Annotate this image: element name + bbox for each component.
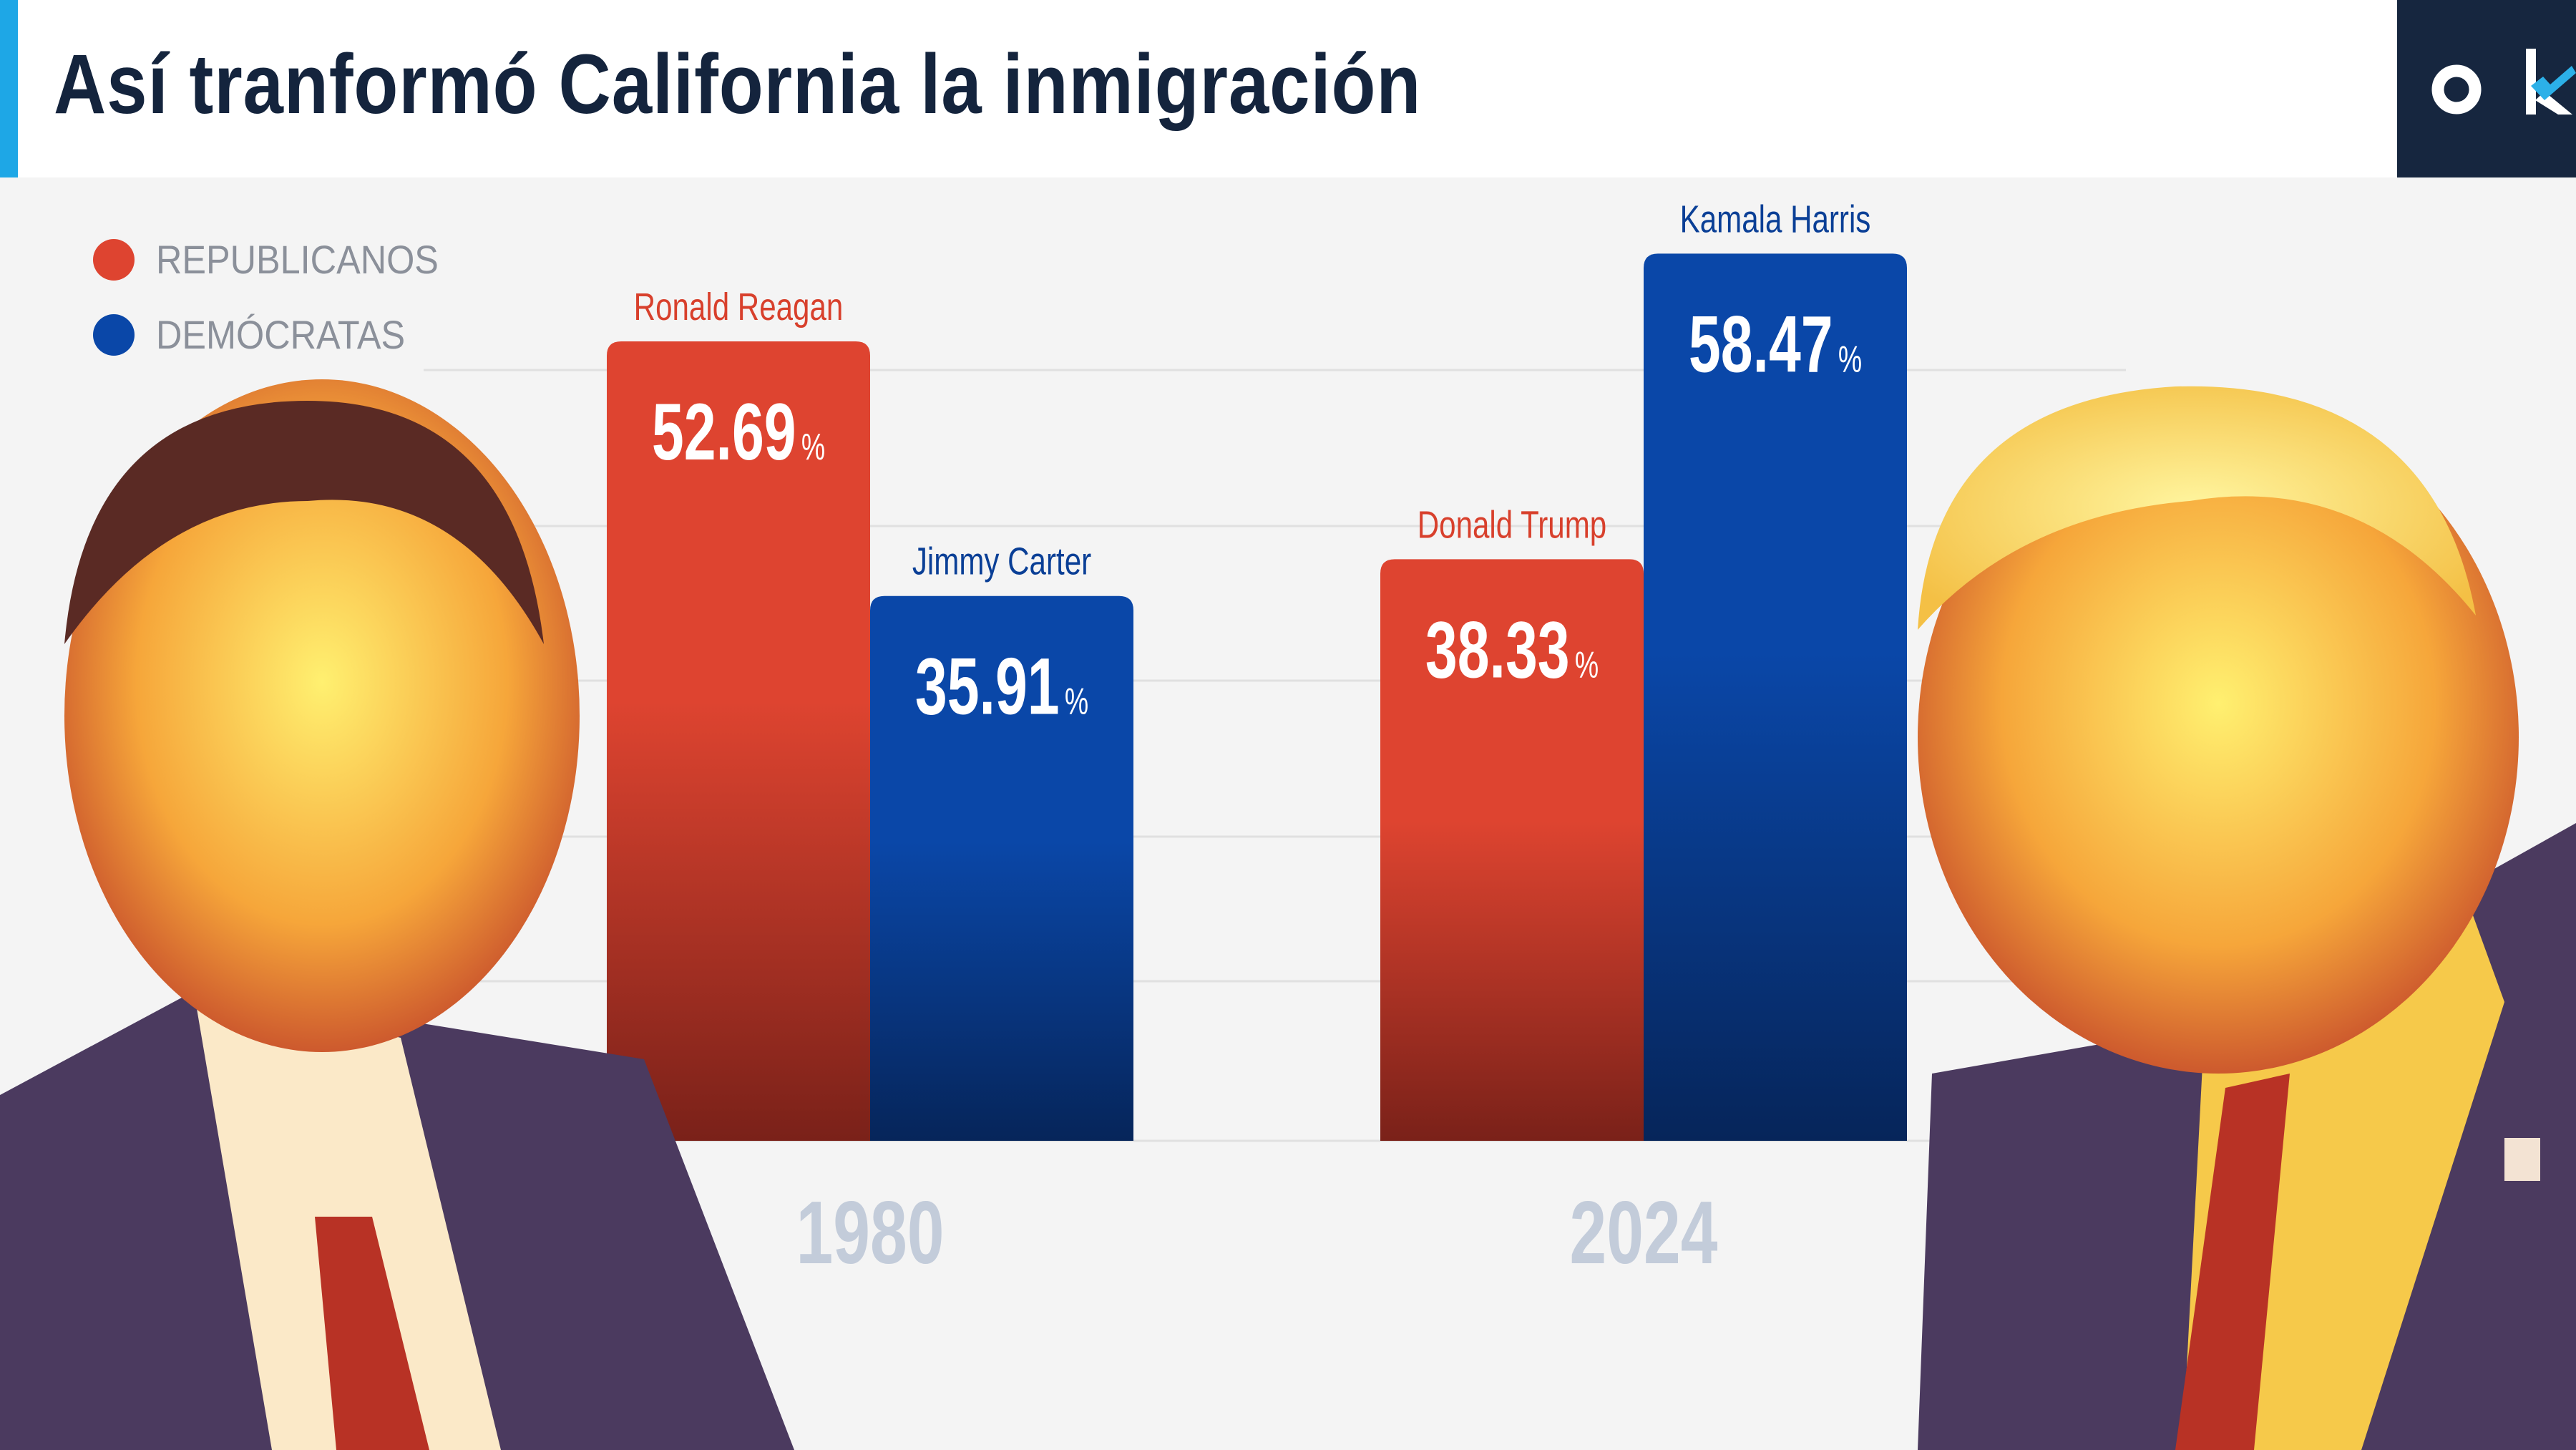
bar-donald-trump [1380, 559, 1644, 1141]
percent-unit: % [1065, 681, 1088, 723]
year-label-1980: 1980 [796, 1184, 945, 1283]
legend-label: DEMÓCRATAS [156, 312, 406, 357]
year-label-2024: 2024 [1570, 1184, 1718, 1283]
candidate-name-label: Jimmy Carter [912, 540, 1091, 583]
accent-stripe [0, 0, 18, 177]
candidate-name-label: Ronald Reagan [634, 286, 844, 329]
bar-kamala-harris [1644, 253, 1907, 1141]
photo-donald-trump [1918, 386, 2576, 1450]
legend-dot-blue-icon [93, 313, 135, 356]
header-bar: Así tranformó California la inmigración [0, 0, 2576, 177]
candidate-name-label: Kamala Harris [1680, 198, 1871, 240]
bar-jimmy-carter [870, 595, 1133, 1141]
percent-unit: % [1575, 643, 1599, 686]
legend-dot-red-icon [93, 238, 135, 281]
legend-label: REPUBLICANOS [156, 237, 439, 282]
portrait-photos [0, 379, 2576, 1450]
bars [607, 253, 1907, 1142]
legend-item-democratas: DEMÓCRATAS [93, 297, 470, 372]
ok-logo [2397, 0, 2576, 177]
bar-ronald-reagan [607, 341, 870, 1142]
page-title: Así tranformó California la inmigración [54, 37, 1422, 132]
photo-ronald-reagan [0, 379, 794, 1450]
percent-unit: % [1838, 338, 1862, 380]
candidate-name-label: Donald Trump [1418, 503, 1606, 546]
legend-item-republicanos: REPUBLICANOS [93, 222, 470, 297]
legend: REPUBLICANOS DEMÓCRATAS [93, 222, 470, 372]
percent-unit: % [801, 426, 825, 468]
